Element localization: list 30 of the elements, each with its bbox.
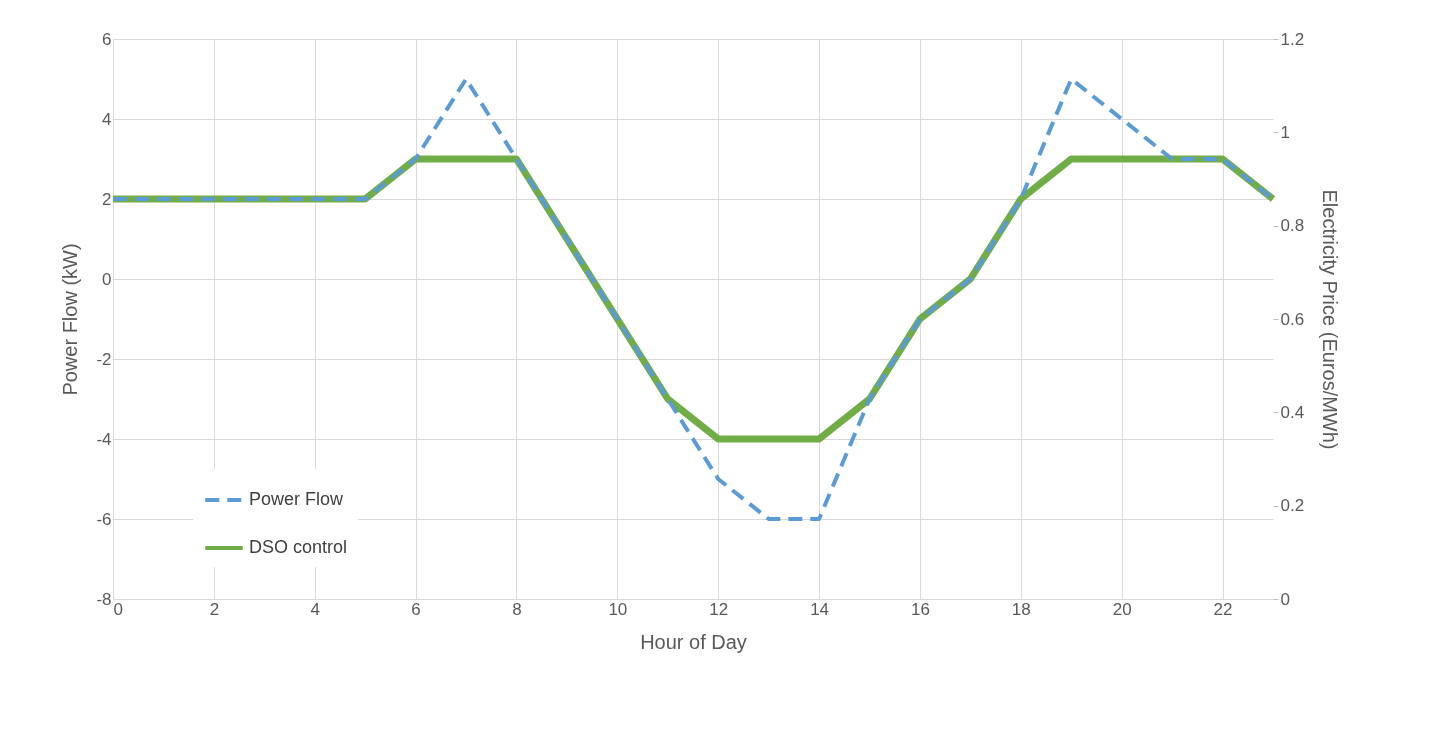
y-tick-label: -2: [96, 349, 112, 369]
y-tick-label: 0: [102, 269, 112, 289]
y-tick-label: 6: [102, 29, 112, 49]
y2-tick-label: 1.2: [1280, 29, 1305, 49]
y2-tick-label: 0.6: [1280, 309, 1305, 329]
y-tick-label: -4: [96, 429, 112, 449]
y-tick-label: -6: [96, 509, 112, 529]
y2-axis-title: Electricity Price (Euros/MWh): [1319, 189, 1342, 450]
x-tick-label: 2: [209, 599, 220, 619]
y-tick-label: -8: [96, 589, 112, 609]
x-tick-label: 4: [310, 599, 320, 619]
x-tick-label: 18: [1011, 599, 1031, 619]
x-tick-label: 10: [608, 599, 628, 619]
y-tick-label: 2: [102, 189, 112, 209]
x-tick-label: 6: [411, 599, 421, 619]
x-axis-title: Hour of Day: [640, 630, 747, 653]
legend-label: DSO control: [249, 537, 348, 557]
x-tick-label: 12: [709, 599, 729, 619]
x-tick-label: 14: [810, 599, 830, 619]
y2-tick-label: 0.8: [1280, 216, 1305, 236]
x-tick-label: 20: [1112, 599, 1132, 619]
x-tick-label: 8: [512, 599, 522, 619]
y2-tick-label: 1: [1280, 122, 1290, 142]
y-tick-label: 4: [102, 109, 112, 129]
x-tick-label: 16: [911, 599, 930, 619]
legend-label: Power Flow: [249, 489, 345, 509]
y-axis-title: Power Flow (kW): [59, 243, 82, 396]
x-tick-label: 22: [1213, 599, 1233, 619]
y2-tick-label: 0.2: [1280, 496, 1305, 516]
y2-tick-label: 0.4: [1280, 402, 1305, 422]
